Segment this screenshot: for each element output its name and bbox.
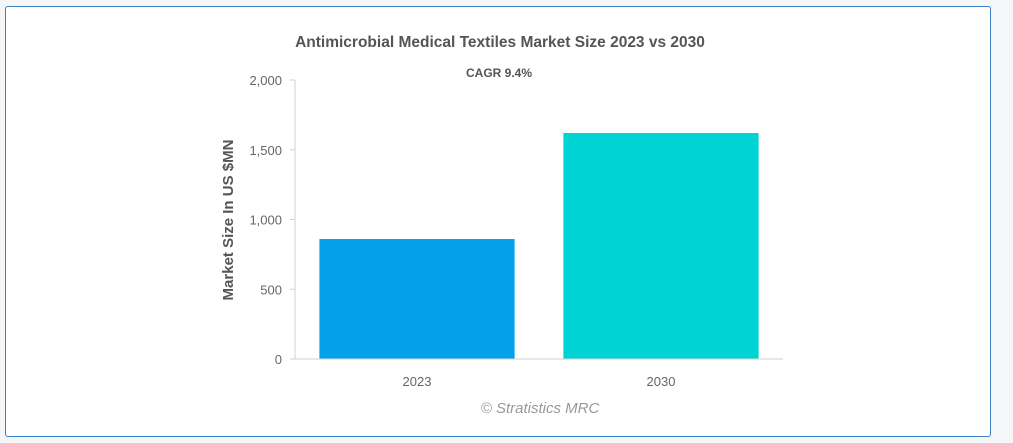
bars: [319, 133, 759, 359]
y-tick-label: 1,000: [249, 213, 282, 228]
x-axis: 2023 2030: [295, 358, 783, 389]
y-axis: 0 500 1,000 1,500 2,000: [249, 73, 296, 367]
y-tick-label: 1,500: [249, 143, 282, 158]
bar-2030: [563, 133, 759, 359]
source-credit: © Stratistics MRC: [481, 400, 600, 417]
y-tick-label: 0: [275, 352, 282, 367]
chart-card: [5, 6, 991, 437]
x-tick-label: 2030: [647, 374, 676, 389]
y-axis-label: Market Size In US $MN: [220, 140, 237, 301]
x-tick-label: 2023: [403, 374, 432, 389]
y-tick-label: 500: [260, 282, 282, 297]
chart-subtitle: CAGR 9.4%: [466, 66, 532, 80]
chart-title: Antimicrobial Medical Textiles Market Si…: [295, 34, 705, 51]
y-tick-label: 2,000: [249, 73, 282, 88]
bar-2023: [319, 239, 515, 359]
